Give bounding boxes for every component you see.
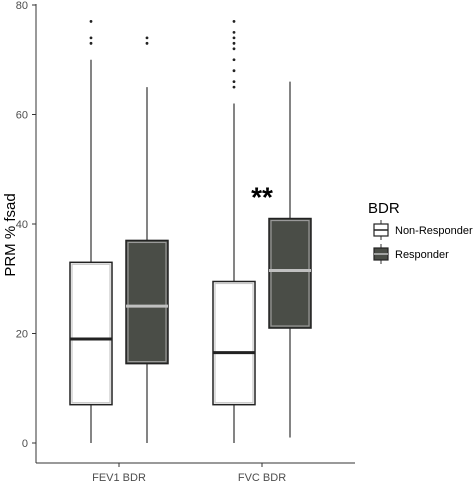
outlier-point [232,85,236,89]
outlier-point [232,20,236,23]
box-inner-border [127,241,167,363]
x-tick-label: FEV1 BDR [92,472,146,481]
annotations-layer: ** [251,182,273,213]
box-body [212,280,256,406]
y-tick-label: 20 [16,329,28,341]
legend-key [373,244,389,264]
significance-annotation: ** [251,182,273,213]
y-tick-label: 0 [22,438,28,450]
box-body [69,261,113,406]
outlier-point [232,30,236,34]
outlier-point [89,36,93,40]
axes [35,4,355,464]
box-inner-border [71,263,111,404]
boxes-layer [69,20,312,443]
legend-title: BDR [368,200,400,217]
box-body [268,217,312,329]
box-inner-border [270,219,310,327]
box-non-responder [69,20,113,443]
legend-key [373,220,389,240]
y-tick-label: 80 [16,0,28,12]
outlier-point [145,36,149,40]
y-tick-label: 60 [16,110,28,122]
legend: BDR Non-Responder Responder [368,200,473,264]
box-body [125,239,169,365]
outlier-point [232,58,236,62]
outlier-point [232,69,236,73]
outlier-point [232,80,236,84]
x-tick-label: FVC BDR [238,472,286,481]
outlier-point [89,20,93,23]
outlier-point [232,41,236,45]
x-axis-ticks: FEV1 BDR FVC BDR [92,463,286,481]
outlier-point [89,41,93,45]
legend-label: Non-Responder [395,225,473,237]
outlier-point [232,36,236,40]
y-tick-label: 40 [16,219,28,231]
box-responder [268,81,312,438]
y-axis-ticks: 0 20 40 60 80 [16,0,36,450]
box-inner-border [214,282,254,404]
outlier-point [145,41,149,45]
outlier-point [232,47,236,51]
box-responder [125,36,169,443]
y-axis-title: PRM % fsad [2,193,19,276]
box-non-responder [212,20,256,443]
legend-label: Responder [395,249,449,261]
